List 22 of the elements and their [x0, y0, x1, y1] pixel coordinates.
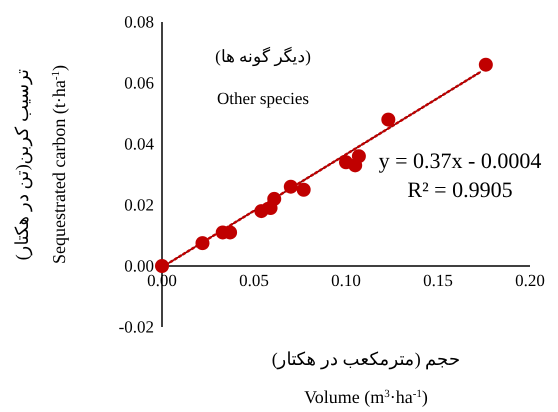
annotation: y = 0.37x - 0.0004: [378, 148, 542, 173]
x-tick-label: 0.15: [423, 271, 453, 290]
point: [478, 58, 493, 72]
point: [195, 236, 210, 250]
x-tick-label: 0.20: [515, 271, 545, 290]
y-tick-label: 0.08: [124, 12, 154, 32]
y-tick-label: 0.06: [124, 73, 154, 92]
y-tick-label: -0.02: [118, 317, 154, 336]
y-tick-label: 0.04: [124, 134, 154, 154]
point: [267, 192, 282, 206]
point: [155, 259, 169, 273]
y-tick-label: 0.00: [124, 256, 154, 276]
x-tick-label: 0.05: [239, 271, 269, 290]
annotation: (دیگر گونه ها): [215, 46, 311, 67]
annotation: R² = 0.9905: [407, 177, 513, 202]
point: [381, 112, 396, 127]
annotation: Other species: [216, 89, 310, 108]
y-tick-label: 0.02: [124, 195, 154, 214]
x-tick-label: 0.10: [331, 271, 361, 290]
point: [284, 180, 298, 194]
point: [296, 182, 311, 197]
point: [352, 149, 366, 164]
